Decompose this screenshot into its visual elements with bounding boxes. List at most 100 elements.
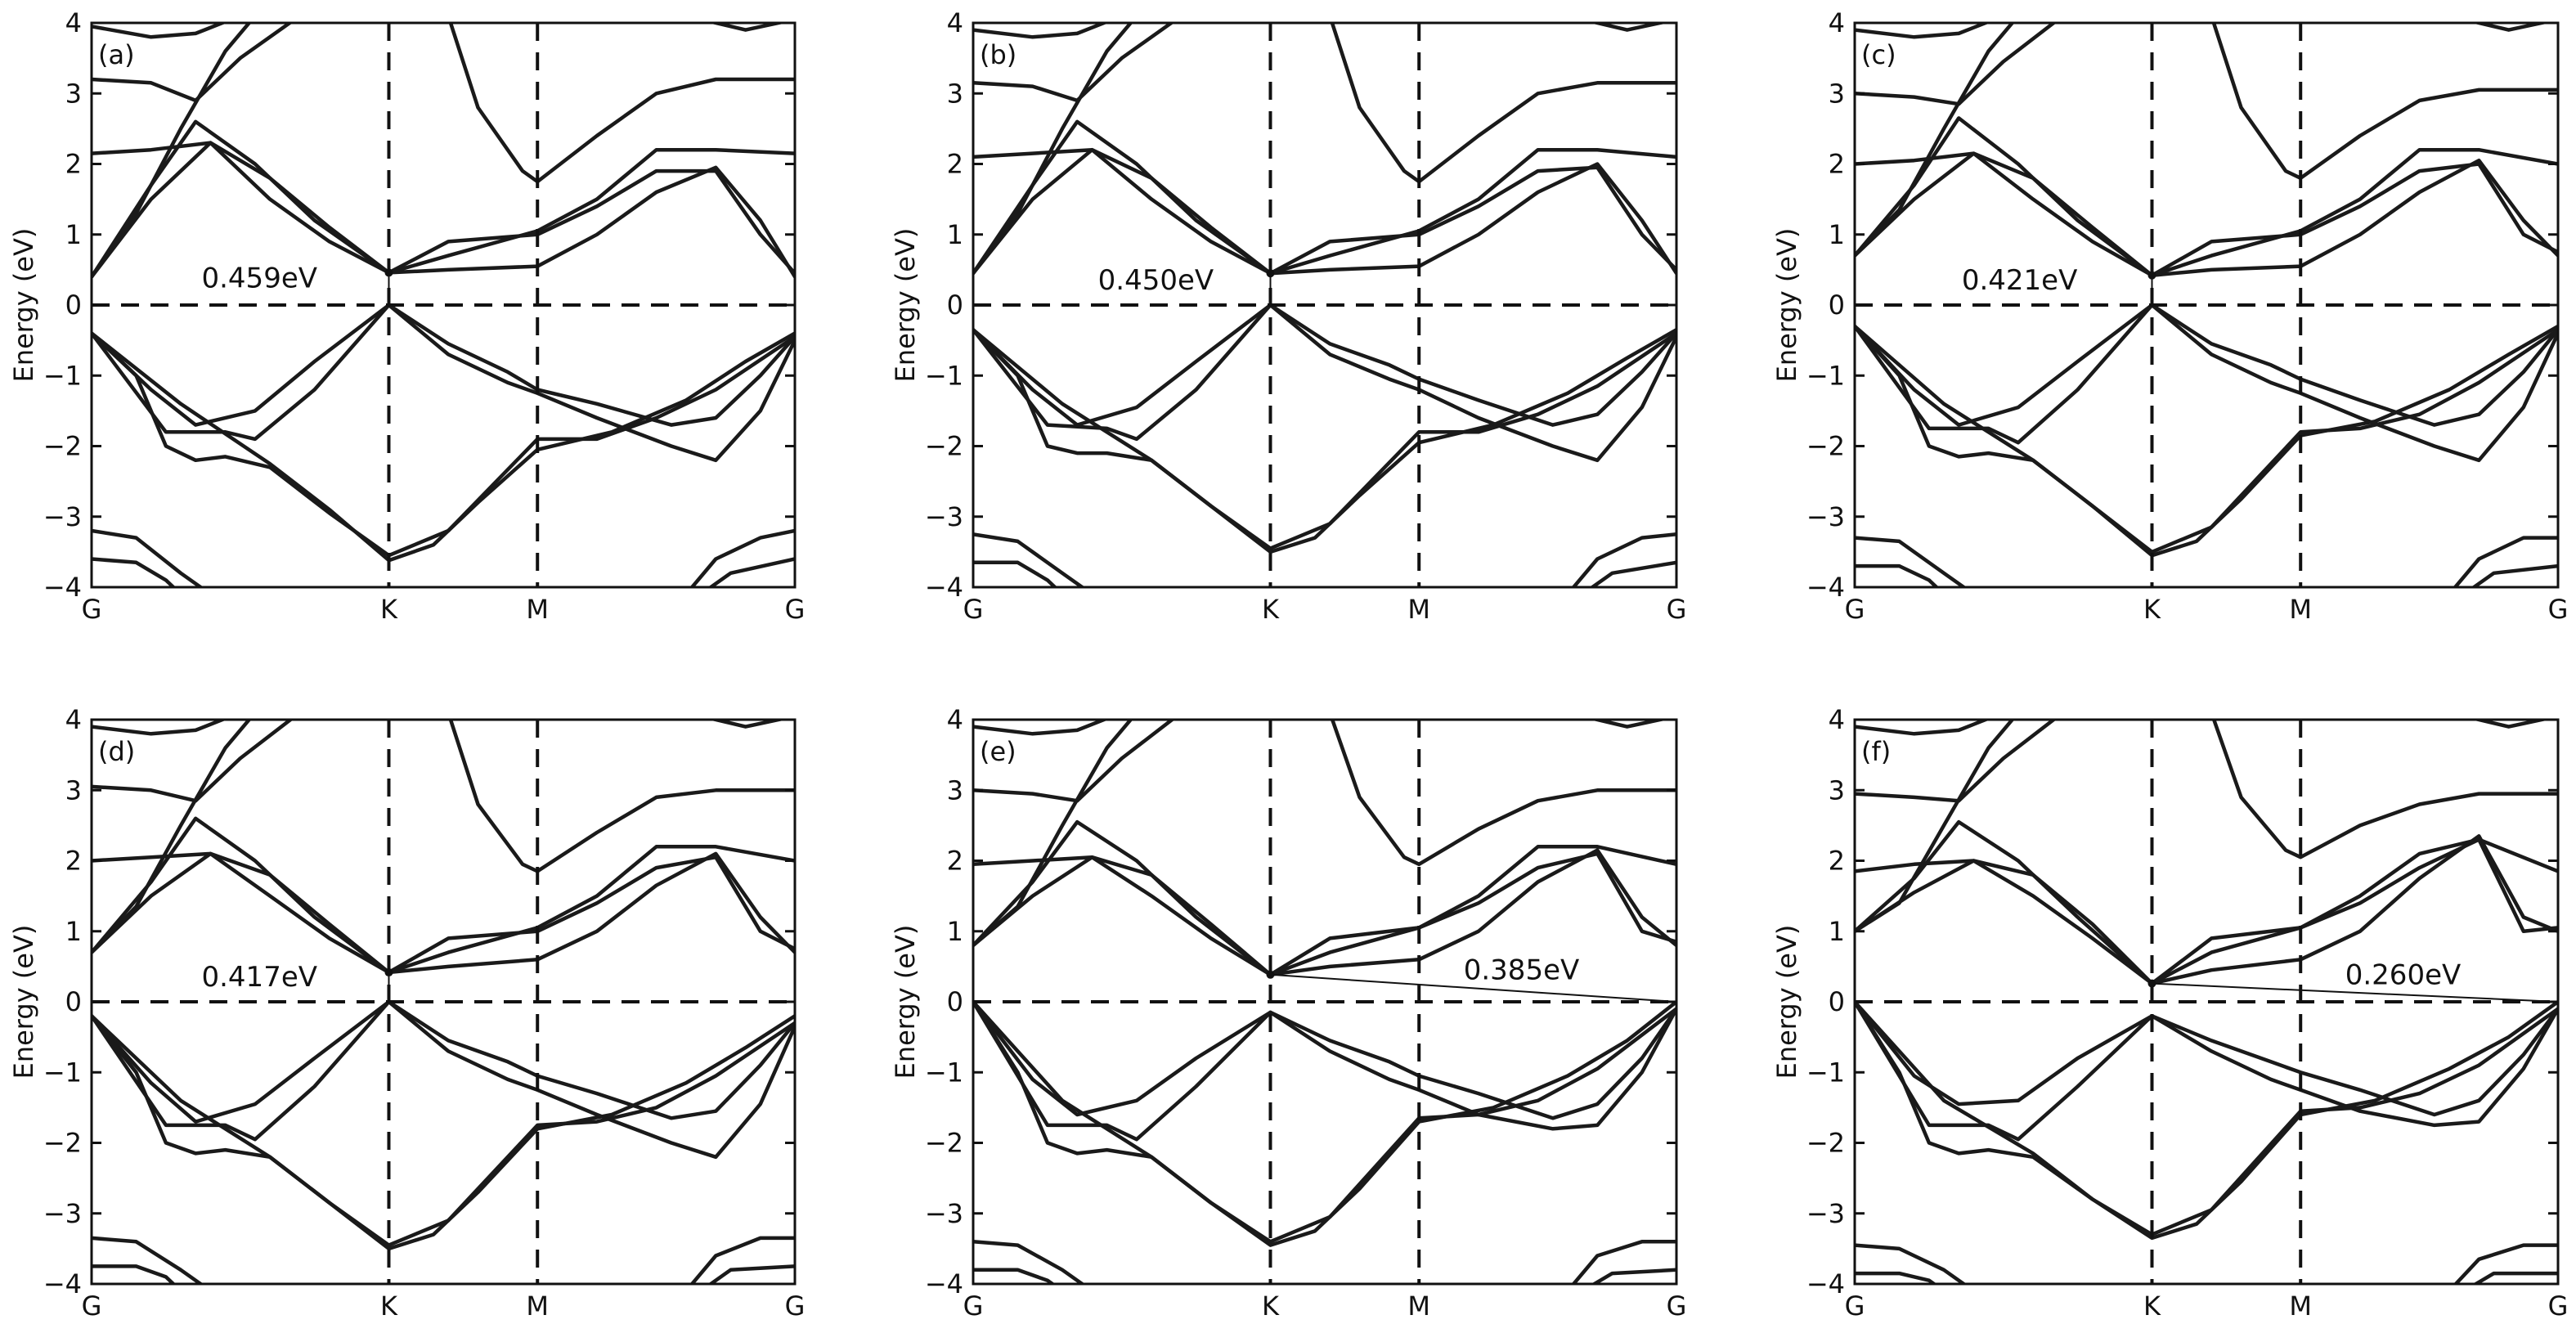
y-tick-label: 1 bbox=[65, 219, 82, 250]
y-tick-label: 0 bbox=[65, 986, 82, 1017]
x-tick-label: M bbox=[2289, 1290, 2312, 1322]
band-line bbox=[92, 845, 795, 975]
y-tick-label: 4 bbox=[65, 704, 82, 735]
y-axis-title: Energy (eV) bbox=[8, 925, 39, 1079]
panel-label: (e) bbox=[980, 736, 1016, 767]
panel-label: (c) bbox=[1861, 39, 1896, 70]
band-line bbox=[92, 557, 177, 587]
band-line bbox=[1855, 324, 2558, 554]
band-line bbox=[92, 720, 252, 954]
band-line bbox=[2471, 23, 2551, 32]
cbm-marker bbox=[1266, 269, 1275, 278]
band-line bbox=[92, 1236, 204, 1284]
y-tick-label: −3 bbox=[43, 501, 82, 532]
y-tick-label: −2 bbox=[43, 1128, 82, 1159]
y-tick-label: 0 bbox=[1829, 289, 1845, 321]
y-tick-label: 3 bbox=[65, 774, 82, 806]
y-tick-label: −1 bbox=[1806, 360, 1845, 391]
band-line bbox=[973, 1268, 1056, 1284]
band-line bbox=[1589, 720, 1669, 729]
y-tick-label: 0 bbox=[65, 289, 82, 321]
panel-label: (b) bbox=[980, 39, 1016, 70]
band-line bbox=[973, 147, 1676, 276]
band-line bbox=[973, 999, 1676, 1120]
y-tick-label: 1 bbox=[947, 916, 963, 947]
band-line bbox=[1855, 720, 2015, 934]
band-line bbox=[1855, 324, 2558, 558]
y-tick-label: −1 bbox=[925, 360, 963, 391]
y-tick-label: 3 bbox=[1829, 774, 1845, 806]
x-tick-label: G bbox=[1667, 1290, 1687, 1322]
band-line bbox=[707, 23, 788, 32]
band-lines bbox=[92, 720, 795, 1284]
y-tick-label: 4 bbox=[1829, 704, 1845, 735]
band-line bbox=[973, 23, 1110, 39]
band-line bbox=[1855, 116, 2558, 277]
band-line bbox=[2211, 23, 2558, 181]
band-line bbox=[2472, 1271, 2558, 1284]
x-tick-label: G bbox=[963, 594, 984, 625]
y-tick-label: 4 bbox=[1829, 7, 1845, 38]
y-tick-label: −4 bbox=[925, 572, 963, 603]
x-tick-label: K bbox=[380, 594, 398, 625]
band-line bbox=[1855, 837, 2558, 985]
band-line bbox=[92, 331, 795, 563]
band-line bbox=[1330, 720, 1676, 867]
x-tick-label: G bbox=[785, 594, 806, 625]
band-lines bbox=[92, 23, 795, 587]
band-line bbox=[1855, 1271, 1937, 1284]
band-line bbox=[1591, 1268, 1676, 1284]
band-line bbox=[973, 303, 1676, 427]
band-line bbox=[92, 119, 795, 279]
cbm-marker bbox=[1266, 970, 1275, 979]
band-line bbox=[1855, 563, 1940, 587]
band-line bbox=[689, 528, 795, 587]
band-gap-label: 0.450eV bbox=[1098, 264, 1214, 297]
band-line bbox=[2211, 720, 2558, 859]
y-tick-label: −1 bbox=[43, 1057, 82, 1088]
band-line bbox=[973, 532, 1086, 587]
band-line bbox=[1855, 536, 1968, 587]
cbm-marker bbox=[2147, 979, 2156, 988]
band-line bbox=[689, 1236, 795, 1284]
band-line bbox=[92, 141, 795, 275]
band-line bbox=[973, 560, 1058, 587]
band-line bbox=[92, 720, 228, 736]
y-tick-label: 0 bbox=[947, 986, 963, 1017]
band-line bbox=[973, 327, 1676, 550]
band-line bbox=[92, 23, 252, 279]
y-axis-title: Energy (eV) bbox=[890, 228, 921, 383]
y-tick-label: 1 bbox=[1829, 219, 1845, 250]
x-tick-label: G bbox=[2548, 1290, 2569, 1322]
y-tick-label: −2 bbox=[1806, 1128, 1845, 1159]
band-gap-label: 0.459eV bbox=[201, 262, 317, 294]
band-line bbox=[92, 1014, 795, 1247]
band-line bbox=[1855, 819, 2558, 985]
panel-label: (f) bbox=[1861, 736, 1891, 767]
y-axis-title: Energy (eV) bbox=[1771, 925, 1802, 1079]
cbm-marker bbox=[2147, 271, 2156, 280]
cbm-marker bbox=[384, 268, 393, 277]
y-tick-label: 1 bbox=[65, 916, 82, 947]
band-line bbox=[2471, 563, 2558, 587]
y-axis-title: Energy (eV) bbox=[890, 925, 921, 1079]
y-tick-label: 1 bbox=[947, 219, 963, 250]
band-line bbox=[973, 999, 1676, 1244]
band-line bbox=[707, 720, 788, 729]
x-tick-label: G bbox=[1845, 1290, 1865, 1322]
y-tick-label: 0 bbox=[1829, 986, 1845, 1017]
x-tick-label: M bbox=[2289, 594, 2312, 625]
y-tick-label: 0 bbox=[947, 289, 963, 321]
cbm-marker bbox=[384, 968, 393, 977]
x-tick-label: G bbox=[1845, 594, 1865, 625]
band-panel: −4 −3 −2 −1 0 1 2 3 4 G K M G Energy (eV) (f) 0.260eV bbox=[1771, 704, 2568, 1322]
y-axis-title: Energy (eV) bbox=[8, 228, 39, 383]
band-line bbox=[1571, 532, 1676, 587]
y-tick-label: −2 bbox=[1806, 431, 1845, 462]
y-tick-label: −3 bbox=[925, 1198, 963, 1229]
band-lines bbox=[973, 23, 1676, 587]
band-line bbox=[1330, 23, 1676, 184]
x-tick-label: G bbox=[2548, 594, 2569, 625]
band-panel: −4 −3 −2 −1 0 1 2 3 4 G K M G Energy (eV) (a) 0.459eV bbox=[8, 7, 805, 625]
